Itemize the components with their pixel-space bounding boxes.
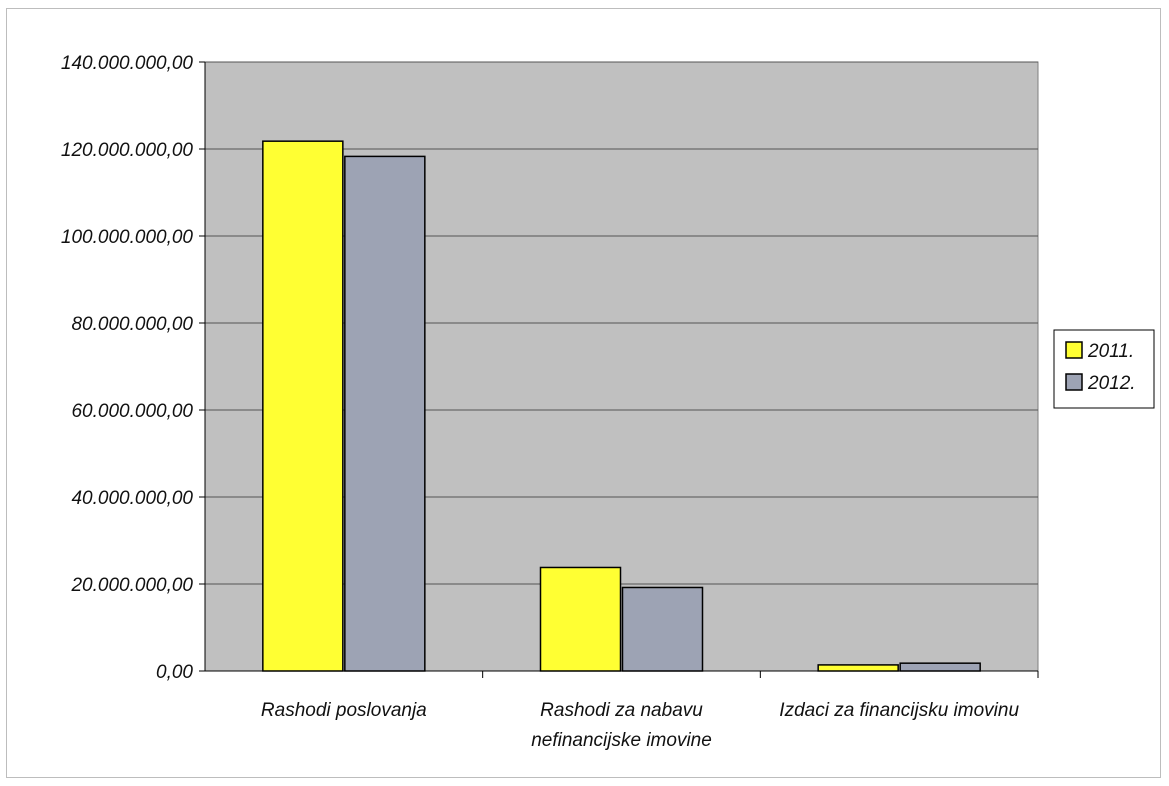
y-tick-label: 120.000.000,00 — [61, 140, 194, 161]
y-tick-label: 60.000.000,00 — [71, 401, 193, 422]
y-tick-label: 0,00 — [156, 662, 193, 683]
legend-swatch — [1065, 341, 1083, 359]
y-tick-label: 140.000.000,00 — [61, 53, 194, 74]
legend-label: 2011. — [1087, 341, 1134, 362]
legend: 2011. 2012. — [1053, 329, 1155, 409]
bar-3-series-1 — [817, 664, 899, 672]
bar-2-series-2 — [621, 586, 704, 672]
x-category-label: Izdaci za financijsku imovinu — [779, 700, 1019, 721]
y-tick-label: 40.000.000,00 — [71, 488, 193, 509]
legend-swatch — [1065, 373, 1083, 391]
x-category-label: Rashodi za nabavu nefinancijske imovine — [531, 700, 712, 751]
bars — [262, 140, 981, 672]
y-tick-label: 20.000.000,00 — [70, 575, 193, 596]
bar-1-series-2 — [344, 155, 426, 672]
x-category-label: Rashodi poslovanja — [261, 700, 427, 721]
x-category-labels: Rashodi poslovanja Rashodi za nabavu nefin… — [261, 700, 1020, 751]
axes — [199, 61, 1039, 678]
bar-2-series-1 — [539, 566, 622, 672]
bar-1-series-1 — [262, 140, 344, 672]
gridlines — [205, 61, 1038, 585]
legend-label: 2012. — [1087, 373, 1136, 394]
plot-area — [204, 61, 1039, 672]
bar-3-series-2 — [899, 662, 981, 672]
y-tick-label: 80.000.000,00 — [71, 314, 193, 335]
y-tick-label: 100.000.000,00 — [61, 227, 194, 248]
y-tick-labels: 0,00 20.000.000,00 40.000.000,00 60.000.000… — [61, 53, 194, 683]
